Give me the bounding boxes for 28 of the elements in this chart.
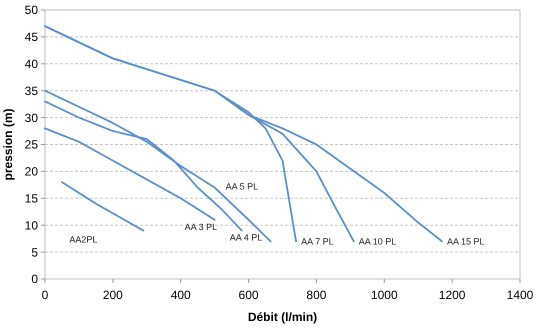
series-label: AA 10 PL [358, 236, 396, 246]
y-axis-title: pression (m) [1, 108, 15, 181]
y-tick-label: 5 [31, 245, 38, 260]
x-tick-label: 1200 [438, 288, 466, 302]
y-tick-label: 25 [24, 138, 38, 152]
y-tick-label: 15 [24, 192, 38, 206]
y-tick-label: 50 [24, 3, 38, 18]
x-tick-label: 800 [306, 288, 327, 302]
x-tick-label: 0 [42, 288, 49, 302]
y-tick-label: 0 [31, 272, 38, 286]
text: AA2PL [69, 234, 98, 245]
series-label: AA 5 PL [226, 181, 258, 192]
y-tick-label: 20 [24, 164, 38, 179]
series-label: AA 7 PL [301, 236, 334, 246]
y-tick-label: 30 [24, 110, 38, 125]
series-label: AA 15 PL [446, 236, 484, 246]
x-axis-title: Débit (l/min) [248, 310, 318, 324]
x-tick-label: 1000 [370, 288, 398, 302]
x-tick-label: 600 [238, 288, 259, 302]
x-tick-label: 200 [102, 288, 124, 302]
y-tick-label: 10 [24, 218, 38, 232]
y-tick-label: 40 [24, 57, 38, 71]
y-tick-label: 45 [24, 30, 38, 44]
x-tick-label: 400 [170, 288, 192, 302]
series-label: AA 4 PL [230, 232, 262, 243]
x-tick-label: 1400 [506, 288, 534, 302]
y-tick-label: 35 [24, 84, 38, 98]
series-label: AA 3 PL [184, 222, 218, 232]
